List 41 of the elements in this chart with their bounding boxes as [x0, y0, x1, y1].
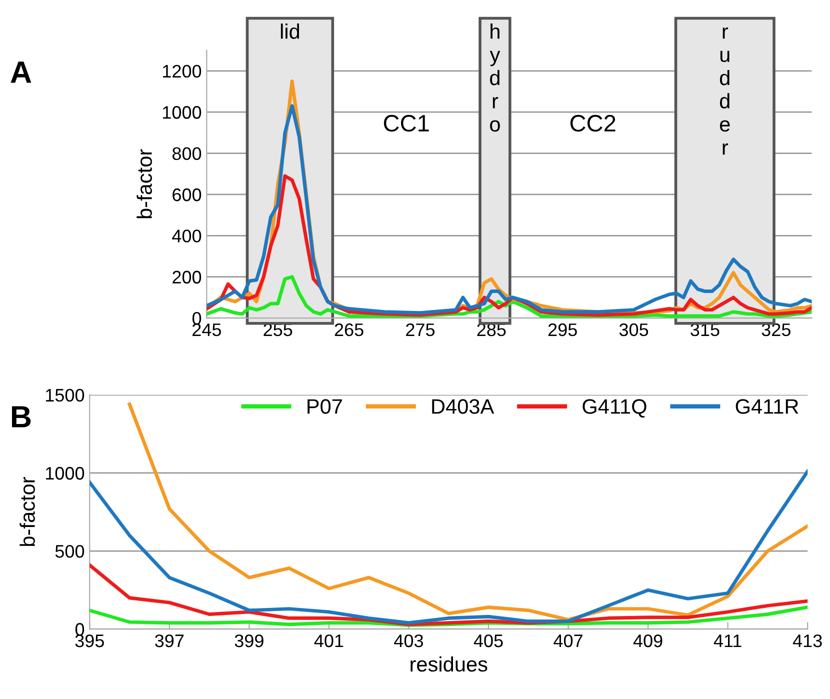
y-tick-label: 0 — [75, 623, 84, 636]
x-tick-label: 395 — [75, 634, 104, 648]
annotation: CC1 — [384, 114, 429, 132]
text: B — [12, 406, 31, 428]
x-tick-label: 397 — [155, 634, 184, 648]
x-tick-label: 325 — [762, 323, 790, 336]
x-tick-label: 407 — [554, 634, 582, 648]
y-tick-label: 200 — [172, 270, 202, 284]
y-axis-title: b-factor — [136, 149, 152, 218]
y-tick-label: 1200 — [163, 64, 202, 78]
legend-label: P07 — [308, 399, 342, 414]
legend-label: D403A — [432, 399, 494, 414]
legend-label: G411R — [736, 399, 798, 414]
annotation: CC2 — [570, 114, 616, 132]
y-tick-label: 1500 — [46, 388, 84, 402]
legend-label: G411Q — [582, 399, 646, 418]
x-tick-label: 295 — [548, 323, 577, 336]
band-label: hydro — [490, 24, 500, 132]
x-tick-label: 305 — [619, 323, 648, 336]
x-tick-label: 403 — [394, 634, 423, 648]
y-tick-label: 400 — [172, 230, 202, 242]
x-tick-label: 245 — [192, 323, 221, 336]
y-axis-title: b-factor — [20, 477, 35, 546]
y-tick-label: 600 — [172, 188, 202, 202]
x-tick-label: 275 — [406, 323, 435, 336]
line-series — [90, 470, 808, 625]
y-tick-label: 500 — [55, 544, 84, 558]
x-tick-label: 405 — [474, 634, 503, 648]
y-tick-label: 1000 — [46, 466, 84, 480]
x-tick-label: 401 — [314, 634, 344, 648]
x-tick-label: 265 — [334, 323, 364, 336]
x-tick-label: 411 — [714, 634, 742, 648]
x-tick-label: 413 — [792, 634, 822, 648]
band-label: lid — [280, 24, 300, 39]
y-tick-label: 800 — [172, 147, 202, 160]
x-axis-title: residues — [410, 656, 488, 672]
y-tick-label: 1000 — [163, 106, 202, 119]
x-tick-label: 409 — [633, 634, 662, 648]
x-tick-label: 399 — [234, 634, 264, 648]
band-label: rudder — [720, 27, 730, 155]
text: A — [10, 62, 32, 83]
